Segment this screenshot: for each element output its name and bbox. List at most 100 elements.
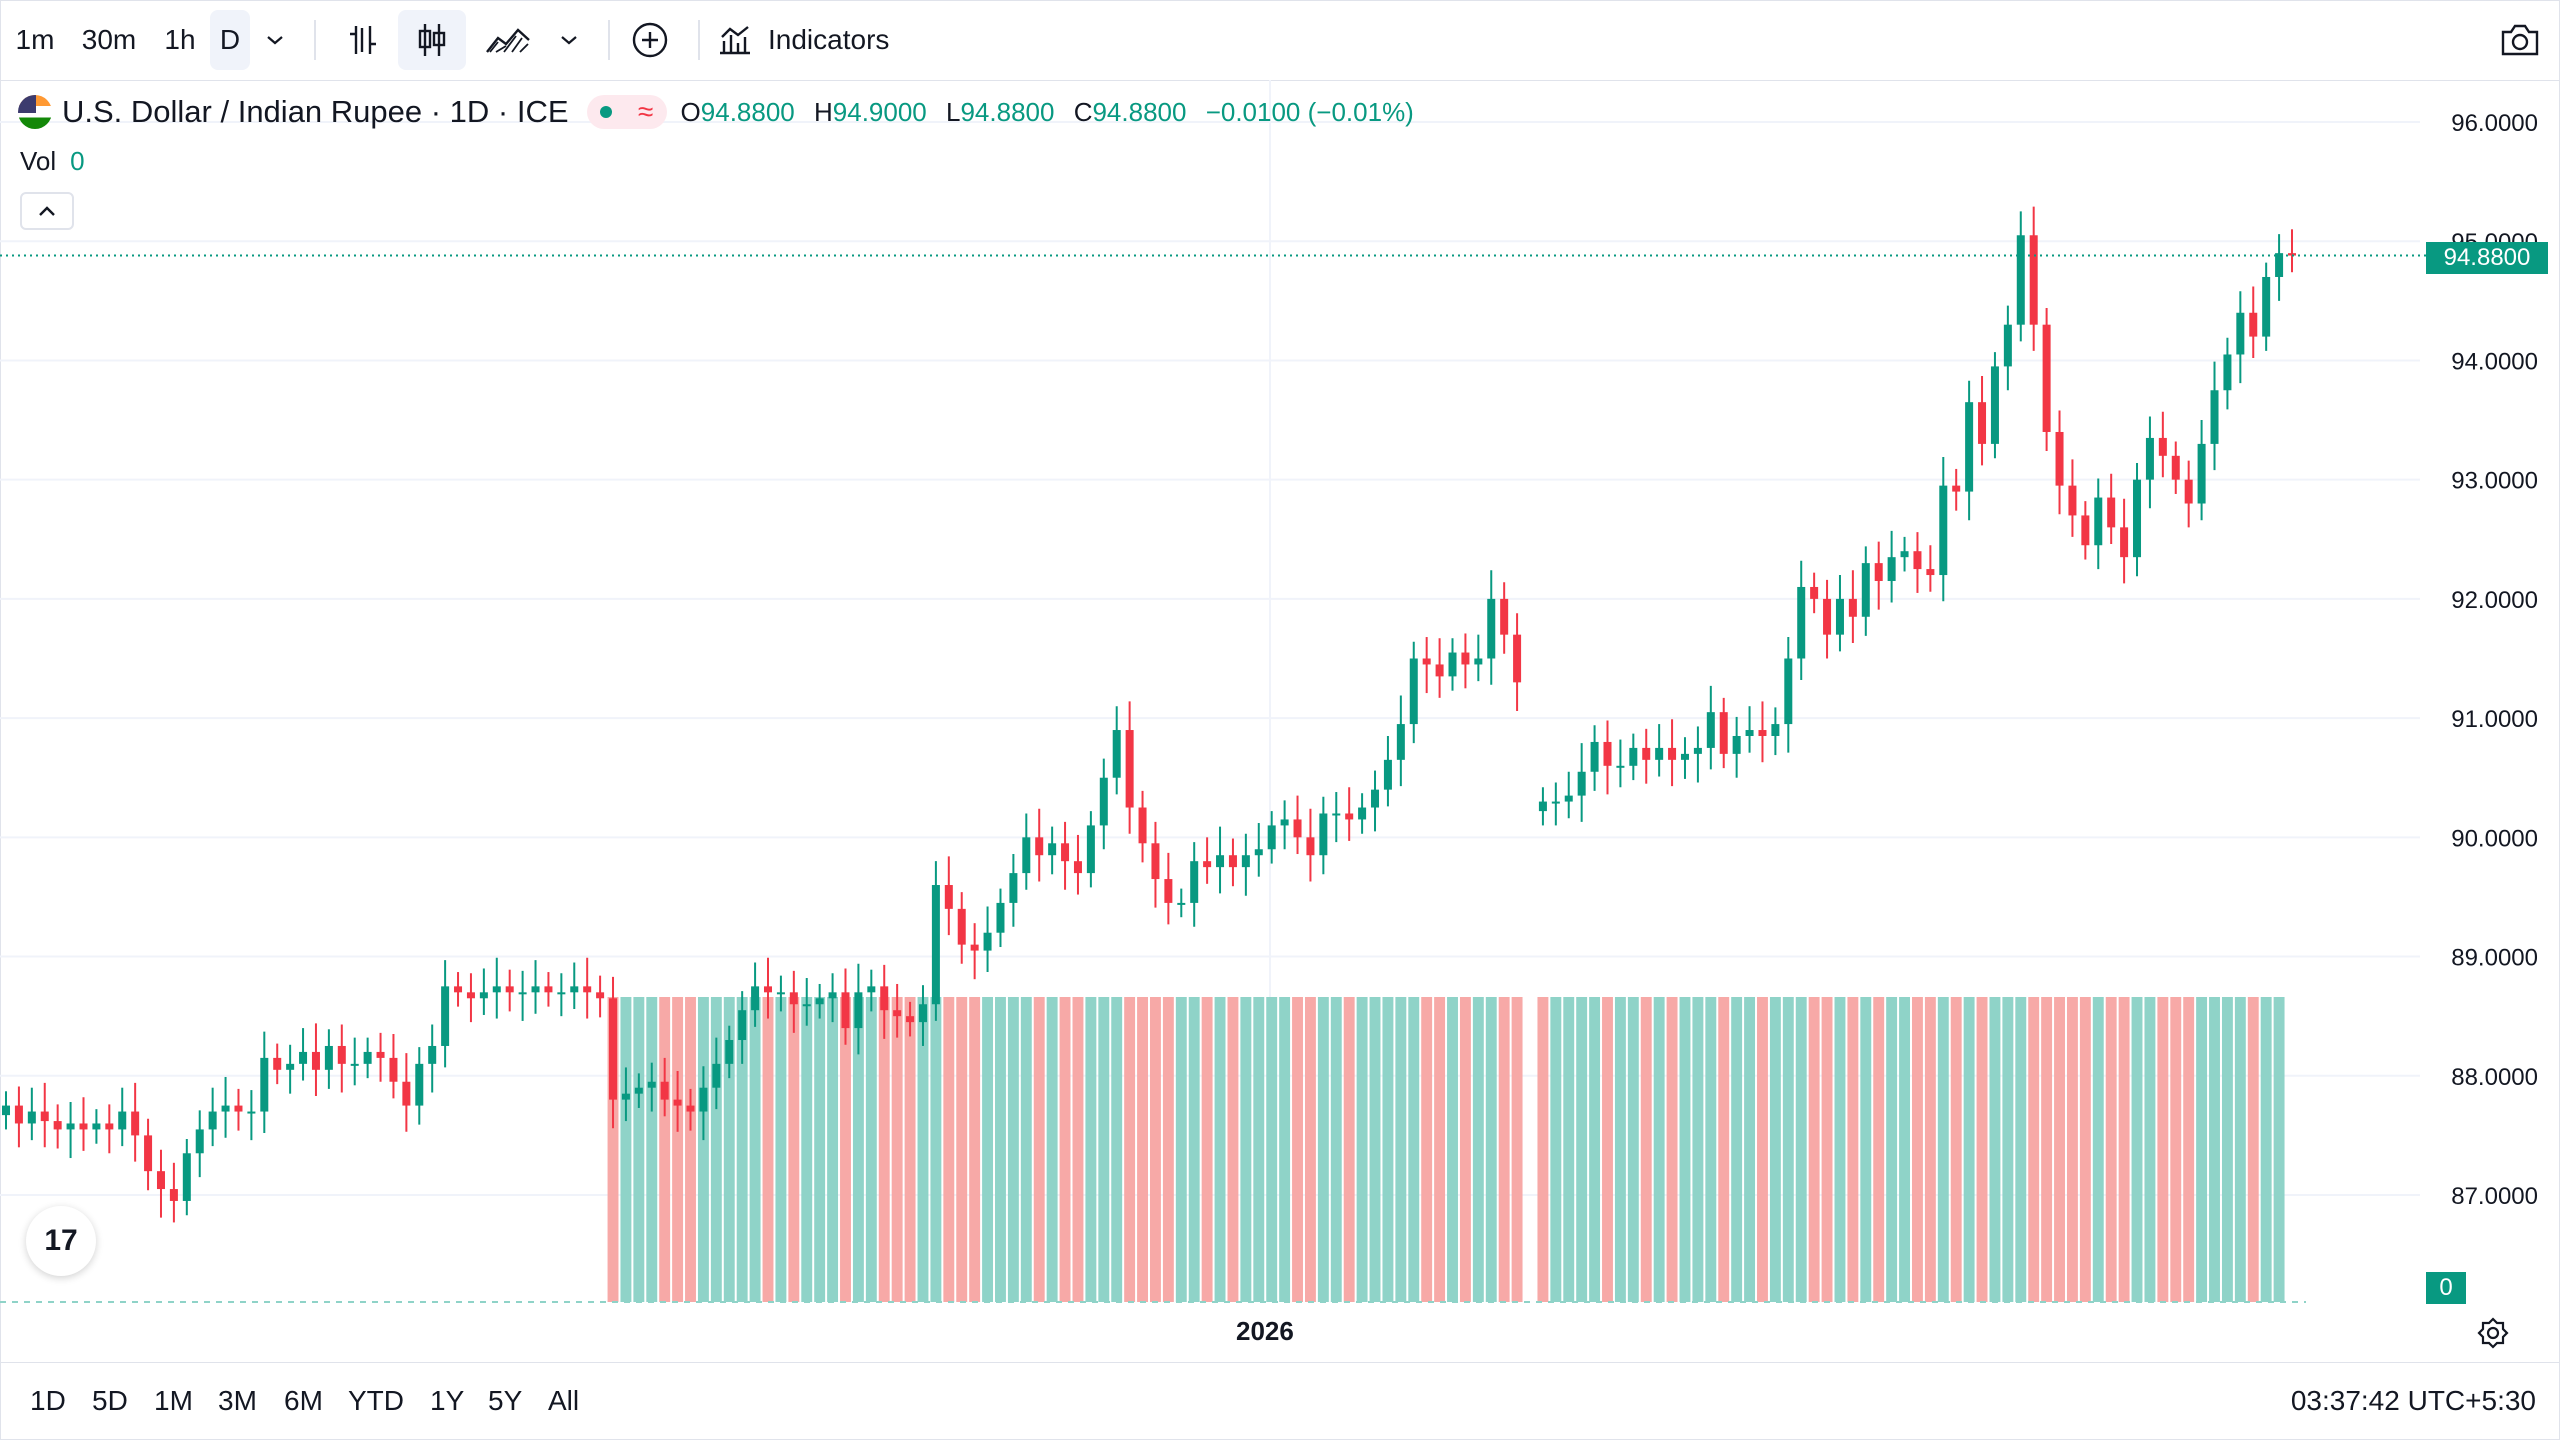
candle-body <box>1564 795 1573 802</box>
volume-bar <box>1124 997 1136 1302</box>
volume-bar <box>1214 997 1226 1302</box>
market-open-dot-icon <box>599 106 612 118</box>
price-axis: 96.000095.000094.000093.000092.000091.00… <box>2451 110 2538 1210</box>
volume-bar <box>801 997 813 1302</box>
candle-body <box>1978 402 1987 444</box>
volume-bar <box>1924 997 1936 1302</box>
candle-body <box>776 992 785 995</box>
volume-bar <box>2221 997 2233 1302</box>
candle-body <box>2287 253 2297 256</box>
volume-bar <box>633 997 645 1302</box>
range-all-button[interactable]: All <box>548 1385 580 1416</box>
range-5y-button[interactable]: 5Y <box>488 1385 523 1416</box>
candle-body <box>1448 652 1457 677</box>
candle-body <box>570 986 579 993</box>
candle-body <box>1719 712 1728 754</box>
chart-settings-gear-icon[interactable] <box>2476 1316 2510 1355</box>
volume-bar <box>2234 997 2246 1302</box>
low-value: 94.8800 <box>960 96 1055 127</box>
volume-bar <box>2105 997 2117 1302</box>
candle-body <box>1358 807 1367 820</box>
high-value: 94.9000 <box>832 96 927 127</box>
volume-bar <box>749 997 761 1302</box>
volume-bar <box>969 997 981 1302</box>
candle-body <box>2210 390 2219 444</box>
chevron-down-icon[interactable] <box>254 10 296 70</box>
range-1y-button[interactable]: 1Y <box>430 1385 465 1416</box>
volume-bar <box>1860 997 1872 1302</box>
candle-body <box>1048 843 1057 856</box>
camera-icon[interactable] <box>2490 10 2550 70</box>
interval-30m-button[interactable]: 30m <box>81 24 137 55</box>
volume-bar <box>1447 997 1458 1302</box>
range-5d-button[interactable]: 5D <box>92 1385 128 1416</box>
candle-body <box>751 986 760 1011</box>
volume-bar <box>1485 997 1497 1302</box>
volume-bar <box>827 997 839 1302</box>
candle-body <box>1009 873 1018 903</box>
candle-body <box>169 1189 178 1201</box>
volume-value: 0 <box>70 146 85 176</box>
volume-bar <box>2183 997 2195 1302</box>
candle-body <box>867 986 876 993</box>
candle-body <box>957 908 966 945</box>
toolbar-divider <box>608 20 610 60</box>
volume-bar <box>878 997 890 1302</box>
volume-bar <box>1744 997 1756 1302</box>
volume-bar <box>865 997 877 1302</box>
interval-1m-button[interactable]: 1m <box>15 24 55 55</box>
volume-bar <box>1769 997 1781 1302</box>
symbol-title[interactable]: U.S. Dollar / Indian Rupee · 1D · ICE <box>62 94 569 129</box>
indicators-button[interactable]: Indicators <box>716 10 916 70</box>
volume-bar <box>659 997 671 1302</box>
candle-body <box>2016 235 2025 325</box>
range-3m-button[interactable]: 3M <box>218 1385 257 1416</box>
interval-d-button[interactable]: D <box>210 10 250 70</box>
candle-style-icon[interactable] <box>398 10 466 70</box>
interval-1h-button[interactable]: 1h <box>164 24 196 55</box>
candle-body <box>324 1045 333 1070</box>
volume-bar <box>1382 997 1394 1302</box>
volume-bar <box>1175 997 1187 1302</box>
volume-bar <box>1098 997 1110 1302</box>
candle-body <box>337 1045 346 1064</box>
candle-body <box>1319 813 1328 856</box>
candle-body <box>1409 658 1418 725</box>
volume-bar <box>1343 997 1355 1302</box>
area-style-icon[interactable] <box>476 10 540 70</box>
candle-body <box>789 992 798 1005</box>
price-chart[interactable]: 96.000095.000094.000093.000092.000091.00… <box>0 0 2560 1362</box>
range-1d-button[interactable]: 1D <box>30 1385 66 1416</box>
range-ytd-button[interactable]: YTD <box>348 1385 404 1416</box>
price-tick-label: 91.0000 <box>2451 706 2538 733</box>
add-compare-icon[interactable] <box>622 10 678 70</box>
range-1m-button[interactable]: 1M <box>154 1385 193 1416</box>
chevron-down-icon[interactable] <box>548 10 590 70</box>
volume-bar <box>1188 997 1200 1302</box>
candle-body <box>1306 837 1315 856</box>
candle-body <box>2042 324 2051 432</box>
volume-bar <box>1434 997 1446 1302</box>
volume-bar <box>1292 997 1303 1302</box>
price-tick-label: 87.0000 <box>2451 1183 2538 1210</box>
market-status-badge[interactable]: ≈ <box>586 95 667 129</box>
candle-body <box>2094 497 2103 546</box>
volume-bar <box>1627 997 1639 1302</box>
volume-bar <box>930 997 942 1302</box>
volume-label: Vol <box>20 146 57 176</box>
volume-bar <box>1253 997 1265 1302</box>
candle-body <box>725 1040 734 1064</box>
candle-body <box>247 1111 256 1114</box>
candle-body <box>1474 658 1483 665</box>
range-6m-button[interactable]: 6M <box>284 1385 323 1416</box>
tradingview-logo-icon[interactable]: 17 <box>26 1206 96 1276</box>
collapse-legend-button[interactable] <box>20 192 74 230</box>
candle-body <box>118 1111 127 1130</box>
candle-body <box>880 986 889 1011</box>
bar-style-icon[interactable] <box>334 10 392 70</box>
candle-body <box>1887 557 1896 582</box>
candle-body <box>1254 849 1263 856</box>
volume-bar <box>685 997 696 1302</box>
candle-body <box>428 1045 437 1064</box>
clock-timezone[interactable]: 03:37:42 UTC+5:30 <box>2290 1385 2536 1416</box>
